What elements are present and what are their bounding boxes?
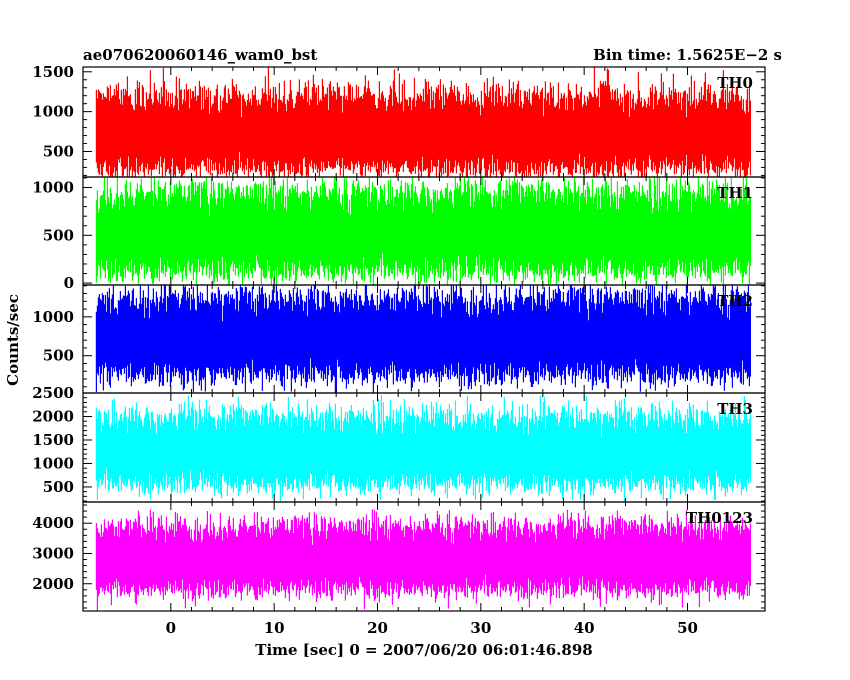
y-tick-label: 500 (43, 142, 74, 160)
series-th1 (95, 177, 751, 285)
x-tick-label: 0 (166, 619, 176, 637)
panel-th1: 0 500 1000 TH1 (32, 176, 766, 292)
y-tick-label: 4000 (32, 514, 74, 532)
y-tick-label: 2000 (32, 575, 74, 593)
y-tick-label: 1500 (32, 63, 74, 81)
series-th3 (95, 395, 751, 502)
x-axis-label: Time [sec] 0 = 2007/06/20 06:01:46.898 (255, 641, 592, 659)
panel-frame (82, 501, 766, 612)
series-label: TH2 (717, 292, 753, 310)
y-tick-label: 1000 (32, 103, 74, 121)
panel-th0: 500 1000 1500 TH0 (32, 63, 766, 178)
y-tick-label: 1500 (32, 431, 74, 449)
y-tick-label: 0 (64, 274, 74, 292)
x-tick-label: 40 (574, 619, 595, 637)
series-label: TH1 (717, 184, 753, 202)
y-tick-label: 2500 (32, 384, 74, 402)
y-tick-label: 1000 (32, 308, 74, 326)
series-th2 (95, 285, 751, 393)
panel-th0123: 2000 3000 4000 TH0123 (32, 501, 766, 612)
y-tick-label: 1000 (32, 454, 74, 472)
panel-th3: 500 1000 1500 2000 2500 TH3 (32, 384, 766, 503)
series-th0 (95, 67, 751, 177)
y-tick-label: 500 (43, 347, 74, 365)
y-axis-label: Counts/sec (4, 294, 22, 386)
y-tick-label: 2000 (32, 407, 74, 425)
series-label: TH0123 (686, 509, 753, 527)
series-th0123 (95, 509, 751, 611)
y-tick-label: 500 (43, 226, 74, 244)
x-tick-label: 20 (367, 619, 388, 637)
chart-title: ae070620060146_wam0_bst (83, 46, 317, 64)
y-tick-label: 1000 (32, 179, 74, 197)
y-tick-label: 3000 (32, 544, 74, 562)
y-tick-label: 500 (43, 478, 74, 496)
x-tick-label: 10 (264, 619, 285, 637)
series-label: TH3 (717, 400, 753, 418)
series-label: TH0 (717, 74, 753, 92)
x-tick-label: 50 (677, 619, 698, 637)
x-tick-label: 30 (470, 619, 491, 637)
bin-time-label: Bin time: 1.5625E−2 s (593, 46, 782, 64)
panel-th2: 500 1000 TH2 (32, 284, 766, 394)
